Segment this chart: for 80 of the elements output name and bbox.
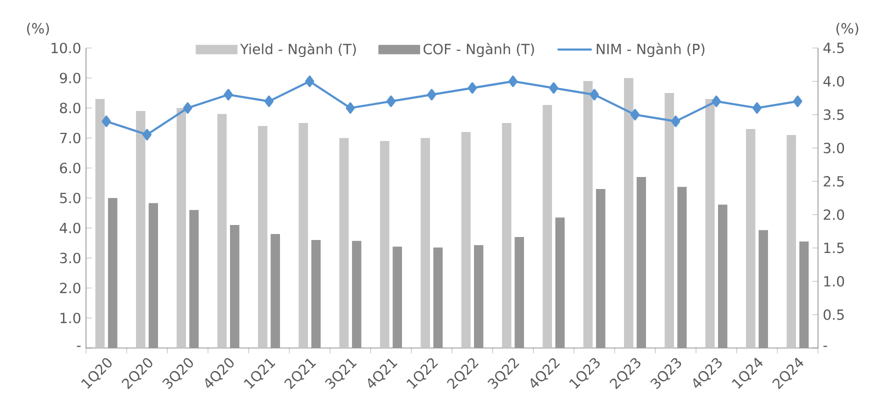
bar [433,247,443,348]
bar [758,230,768,348]
point [468,82,477,94]
y-tick-label: 4.0 [60,222,80,234]
point [793,96,802,108]
bar [555,218,565,348]
bar [420,138,430,348]
bar [664,93,674,348]
point [508,76,518,88]
bar [705,98,715,348]
y2-tick-label: 3.0 [824,142,844,154]
bar [311,240,321,348]
y2-tick-label: 1.0 [824,276,844,287]
y2-tick-label: 2.0 [824,209,844,220]
point [712,96,721,108]
bar [108,198,118,348]
y-axis-title: (%) [27,22,49,36]
point [305,76,314,88]
bar [799,242,809,348]
point [752,102,762,114]
y-tick-label: 2.0 [60,282,80,294]
y2-tick-label: 4.0 [823,76,844,87]
bar [230,224,240,348]
y-tick-label: 6.0 [60,162,80,174]
bar [136,111,146,348]
point [549,82,558,94]
point [224,88,233,100]
point [346,102,355,114]
bar [786,135,796,348]
bar [514,237,524,348]
point [386,96,396,108]
y2-axis-title: (%) [836,22,858,36]
bar [352,240,362,348]
y2-tick-label: 4.5 [823,42,844,54]
y-tick-label: 10.0 [52,42,80,54]
y-tick-label: 9.0 [60,72,80,84]
point [102,116,111,128]
bar [176,108,186,348]
y-tick-label: 3.0 [60,252,80,264]
bar [502,122,512,348]
point [183,102,192,114]
y-tick-label: - [76,346,81,347]
bar [624,78,634,348]
bar [461,132,471,348]
bar [217,114,227,348]
point [630,108,640,120]
point [264,96,274,108]
y-tick-label: 1.0 [60,312,80,324]
y2-tick-label: - [823,346,828,347]
bar [298,122,308,348]
bar [189,210,199,348]
bar [596,189,606,348]
point [142,128,152,140]
bar [270,234,280,348]
y-tick-label: 7.0 [60,132,80,144]
bar [474,245,484,348]
legend-label: NIM - Ngành (P) [596,42,704,58]
y-tick-label: 8.0 [60,102,80,114]
bar [677,186,687,348]
bar [380,140,390,348]
bar [718,204,728,348]
point [671,116,680,128]
bar [583,80,593,348]
bar [746,128,756,348]
y2-tick-label: 3.5 [824,109,844,120]
bar [95,98,105,348]
bar [542,104,552,348]
bar [148,203,158,348]
y2-tick-label: 0.5 [824,309,844,320]
bar [258,126,268,348]
y-tick-label: 5.0 [60,192,80,204]
legend-label: Yield - Ngành (T) [240,42,356,58]
legend-label: COF - Ngành (T) [424,42,534,58]
point [427,88,436,100]
bar [636,177,646,348]
y2-tick-label: 2.5 [824,176,844,187]
y2-tick-label: 1.5 [824,242,844,254]
bar [392,246,402,348]
bar [339,138,349,348]
point [590,88,599,100]
